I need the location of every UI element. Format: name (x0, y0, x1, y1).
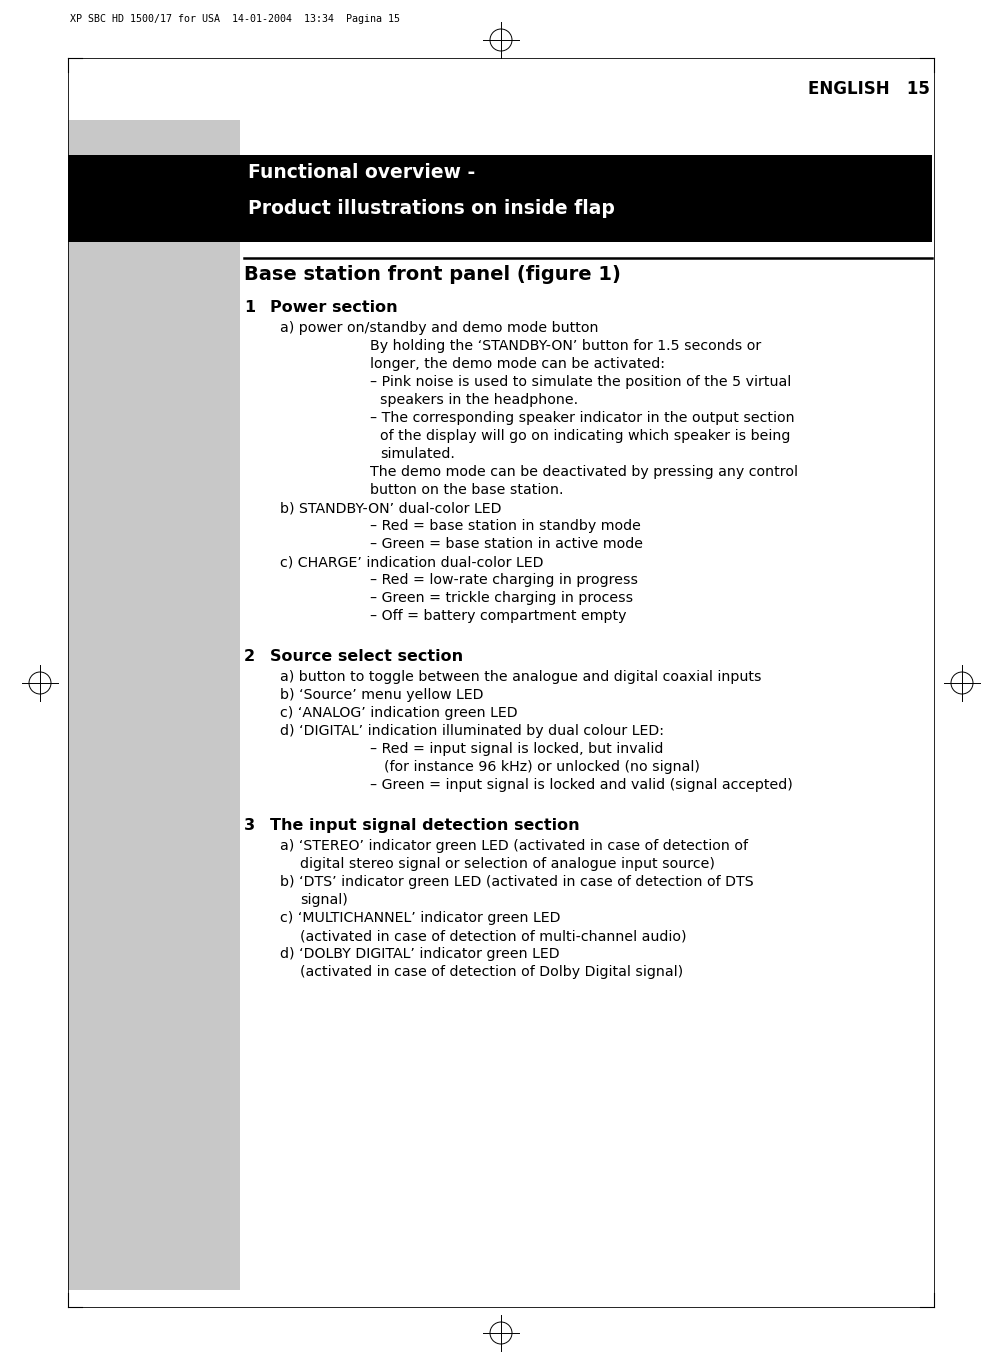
Text: a) button to toggle between the analogue and digital coaxial inputs: a) button to toggle between the analogue… (280, 670, 762, 684)
Text: b) ‘Source’ menu yellow LED: b) ‘Source’ menu yellow LED (280, 688, 484, 702)
Text: a) power on/standby and demo mode button: a) power on/standby and demo mode button (280, 321, 598, 334)
Text: Power section: Power section (270, 300, 398, 315)
Text: XP SBC HD 1500/17 for USA  14-01-2004  13:34  Pagina 15: XP SBC HD 1500/17 for USA 14-01-2004 13:… (70, 14, 400, 25)
Text: d) ‘DIGITAL’ indication illuminated by dual colour LED:: d) ‘DIGITAL’ indication illuminated by d… (280, 723, 664, 738)
Text: signal): signal) (300, 893, 348, 906)
Text: b) STANDBY-ON’ dual-color LED: b) STANDBY-ON’ dual-color LED (280, 501, 501, 515)
Text: (activated in case of detection of Dolby Digital signal): (activated in case of detection of Dolby… (300, 965, 683, 979)
Text: longer, the demo mode can be activated:: longer, the demo mode can be activated: (370, 358, 665, 371)
Text: Source select section: Source select section (270, 648, 463, 663)
Text: a) ‘STEREO’ indicator green LED (activated in case of detection of: a) ‘STEREO’ indicator green LED (activat… (280, 839, 748, 853)
Text: – Green = input signal is locked and valid (signal accepted): – Green = input signal is locked and val… (370, 778, 793, 792)
Text: 1: 1 (244, 300, 256, 315)
Text: By holding the ‘STANDBY-ON’ button for 1.5 seconds or: By holding the ‘STANDBY-ON’ button for 1… (370, 339, 762, 354)
Text: digital stereo signal or selection of analogue input source): digital stereo signal or selection of an… (300, 857, 714, 871)
Text: ENGLISH   15: ENGLISH 15 (809, 81, 930, 98)
Text: c) CHARGE’ indication dual-color LED: c) CHARGE’ indication dual-color LED (280, 556, 543, 569)
Text: simulated.: simulated. (380, 446, 455, 461)
Text: button on the base station.: button on the base station. (370, 483, 563, 497)
Text: The demo mode can be deactivated by pressing any control: The demo mode can be deactivated by pres… (370, 465, 798, 479)
Bar (68, 120, 240, 1290)
Text: 2: 2 (244, 648, 256, 663)
Text: – Pink noise is used to simulate the position of the 5 virtual: – Pink noise is used to simulate the pos… (370, 375, 792, 389)
Text: (for instance 96 kHz) or unlocked (no signal): (for instance 96 kHz) or unlocked (no si… (384, 760, 699, 774)
Text: Product illustrations on inside flap: Product illustrations on inside flap (248, 199, 615, 218)
Text: – Off = battery compartment empty: – Off = battery compartment empty (370, 609, 626, 622)
Text: – Green = trickle charging in process: – Green = trickle charging in process (370, 591, 633, 605)
Bar (68, 156, 932, 242)
Text: Base station front panel (figure 1): Base station front panel (figure 1) (244, 265, 621, 284)
Text: (activated in case of detection of multi-channel audio): (activated in case of detection of multi… (300, 930, 686, 943)
Text: d) ‘DOLBY DIGITAL’ indicator green LED: d) ‘DOLBY DIGITAL’ indicator green LED (280, 947, 560, 961)
Text: 3: 3 (244, 818, 256, 833)
Text: – Green = base station in active mode: – Green = base station in active mode (370, 536, 643, 551)
Text: b) ‘DTS’ indicator green LED (activated in case of detection of DTS: b) ‘DTS’ indicator green LED (activated … (280, 875, 754, 889)
Text: – The corresponding speaker indicator in the output section: – The corresponding speaker indicator in… (370, 411, 795, 425)
Text: c) ‘MULTICHANNEL’ indicator green LED: c) ‘MULTICHANNEL’ indicator green LED (280, 910, 560, 925)
Text: Functional overview -: Functional overview - (248, 162, 475, 182)
Text: – Red = base station in standby mode: – Red = base station in standby mode (370, 519, 641, 532)
Text: speakers in the headphone.: speakers in the headphone. (380, 393, 578, 407)
Text: of the display will go on indicating which speaker is being: of the display will go on indicating whi… (380, 429, 791, 444)
Text: – Red = input signal is locked, but invalid: – Red = input signal is locked, but inva… (370, 743, 663, 756)
Text: The input signal detection section: The input signal detection section (270, 818, 579, 833)
Text: – Red = low-rate charging in progress: – Red = low-rate charging in progress (370, 573, 638, 587)
Text: c) ‘ANALOG’ indication green LED: c) ‘ANALOG’ indication green LED (280, 706, 518, 719)
